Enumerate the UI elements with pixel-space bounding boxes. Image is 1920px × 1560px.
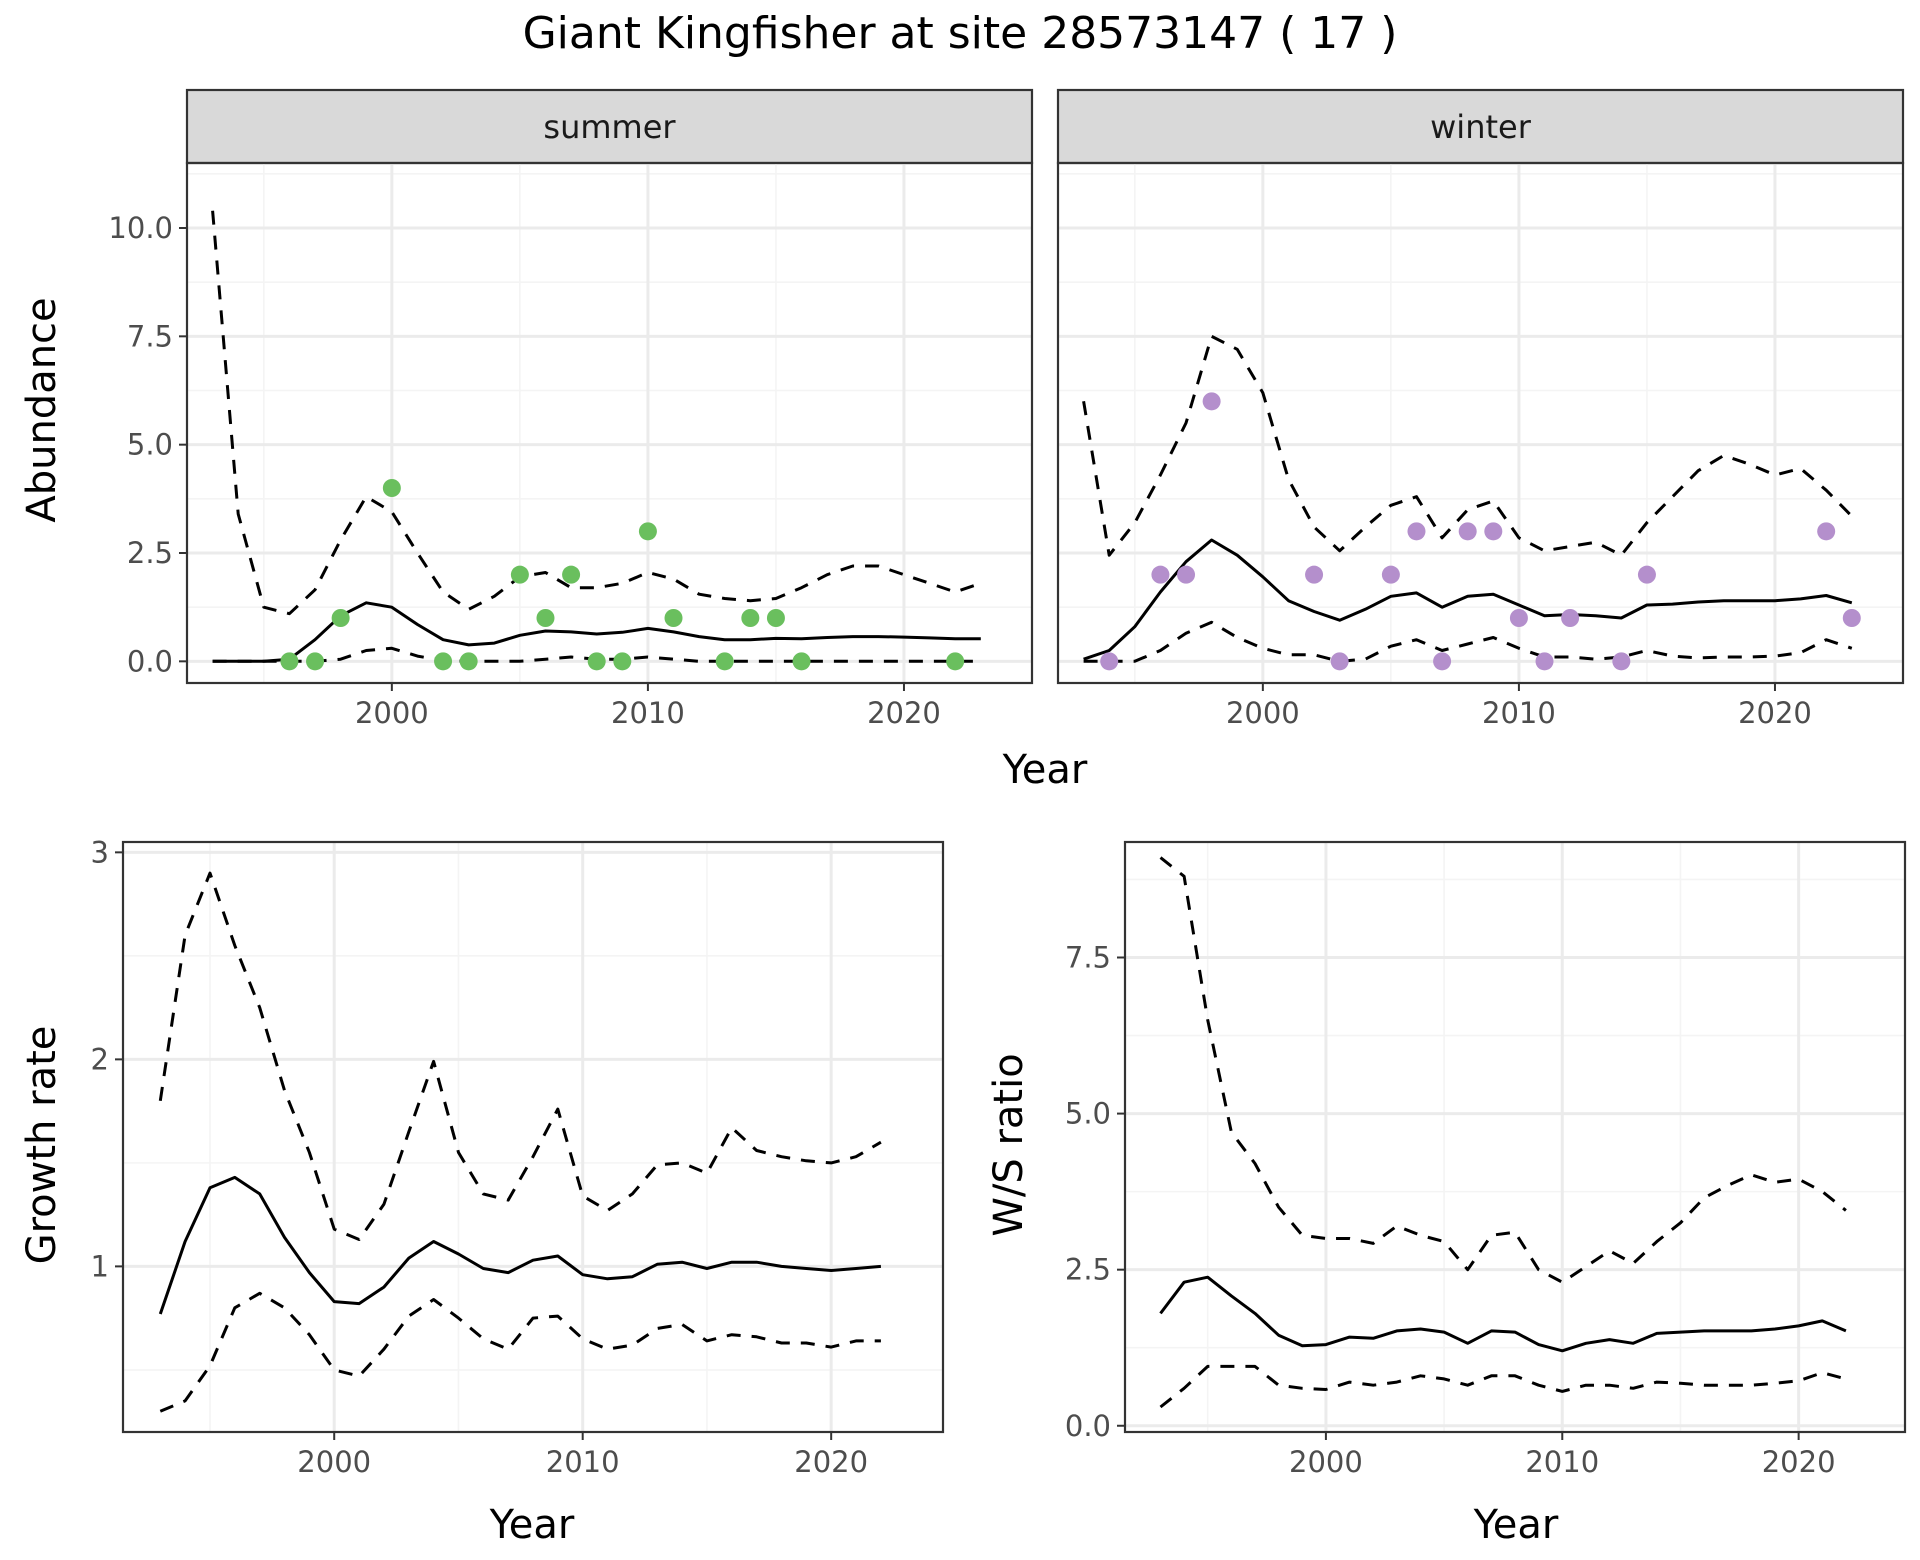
ws-upper-line bbox=[1159, 856, 1847, 1284]
strip-label-summer: summer bbox=[543, 108, 676, 146]
chart-title: Giant Kingfisher at site 28573147 ( 17 ) bbox=[523, 8, 1398, 59]
ws-y-tick-label: 5.0 bbox=[1065, 1097, 1111, 1131]
strip-winter bbox=[1056, 88, 1905, 165]
growth-panel-border bbox=[121, 840, 945, 1434]
abundance-summer-y-tick-label: 10.0 bbox=[108, 211, 173, 245]
ws-y-tick-label: 2.5 bbox=[1065, 1253, 1111, 1287]
abundance-facet-summer: summer 2000 2010 2020 bbox=[185, 88, 1034, 730]
abundance-winter-observed-point bbox=[1433, 652, 1452, 671]
x-axis-title-ws: Year bbox=[1473, 1502, 1559, 1548]
y-axis-title-ws: W/S ratio bbox=[986, 1053, 1032, 1236]
abundance-summer-observed-point bbox=[613, 652, 632, 671]
abundance-summer-x-tick-label: 2020 bbox=[867, 696, 941, 730]
abundance-summer-y-tick-label: 0.0 bbox=[127, 644, 173, 678]
abundance-winter-x-tick-label: 2000 bbox=[1226, 696, 1300, 730]
abundance-summer-observed-point bbox=[459, 652, 478, 671]
abundance-summer-panel-border bbox=[185, 161, 1034, 685]
abundance-winter-observed-point bbox=[1305, 565, 1324, 584]
abundance-winter-observed-point bbox=[1458, 522, 1477, 541]
abundance-summer-observed-point bbox=[536, 609, 555, 627]
abundance-winter-observed-point bbox=[1612, 652, 1631, 671]
ws-x-tick-label: 2010 bbox=[1525, 1445, 1599, 1479]
abundance-winter-x-tick-label: 2010 bbox=[1482, 696, 1556, 730]
panel-winter: 2000 2010 2020 bbox=[1056, 161, 1905, 730]
ws-y-tick-label: 7.5 bbox=[1065, 941, 1111, 975]
abundance-summer-upper-line bbox=[211, 210, 982, 616]
abundance-summer-observed-point bbox=[741, 609, 760, 627]
ws-lower-line bbox=[1159, 1364, 1847, 1409]
abundance-summer-observed-point bbox=[382, 479, 401, 497]
growth-upper-line bbox=[158, 871, 882, 1241]
abundance-summer-observed-point bbox=[715, 652, 734, 671]
abundance-facet-winter: winter 2000 2010 2020 bbox=[1056, 88, 1905, 730]
abundance-summer-y-tick-label: 7.5 bbox=[127, 319, 173, 353]
abundance-winter-observed-point bbox=[1151, 565, 1170, 584]
abundance-winter-observed-point bbox=[1535, 652, 1554, 671]
abundance-summer-observed-point bbox=[280, 652, 299, 671]
abundance-winter-observed-point bbox=[1202, 392, 1221, 411]
abundance-summer-observed-point bbox=[792, 652, 811, 671]
y-axis-abundance: 0.0 2.5 5.0 7.5 10.0 bbox=[108, 211, 187, 678]
panel-ws-ratio: 2000 2010 2020 0.0 2.5 5.0 7.5 bbox=[1065, 840, 1907, 1479]
growth-x-tick-label: 2010 bbox=[546, 1445, 620, 1479]
abundance-winter-observed-point bbox=[1561, 609, 1580, 627]
abundance-summer-x-tick-label: 2010 bbox=[611, 696, 685, 730]
abundance-summer-observed-point bbox=[562, 565, 581, 584]
abundance-summer-observed-point bbox=[638, 522, 657, 541]
strip-summer bbox=[185, 88, 1034, 165]
abundance-summer-y-tick-label: 2.5 bbox=[127, 536, 173, 570]
abundance-winter-observed-point bbox=[1484, 522, 1503, 541]
y-axis-title-abundance: Abundance bbox=[19, 297, 65, 522]
abundance-winter-panel-border bbox=[1056, 161, 1905, 685]
abundance-summer-observed-point bbox=[946, 652, 965, 671]
abundance-winter-observed-point bbox=[1509, 609, 1528, 627]
abundance-winter-x-tick-label: 2020 bbox=[1738, 696, 1812, 730]
growth-y-tick-label: 1 bbox=[91, 1249, 109, 1283]
x-axis-title-abundance: Year bbox=[1002, 747, 1088, 793]
abundance-winter-observed-point bbox=[1842, 609, 1861, 627]
abundance-winter-observed-point bbox=[1637, 565, 1656, 584]
abundance-winter-observed-point bbox=[1100, 652, 1119, 671]
abundance-winter-observed-point bbox=[1330, 652, 1349, 671]
abundance-summer-observed-point bbox=[510, 565, 529, 584]
ws-x-tick-label: 2020 bbox=[1762, 1445, 1836, 1479]
ws-panel-border bbox=[1123, 840, 1907, 1434]
abundance-winter-lower-line bbox=[1083, 620, 1853, 663]
abundance-summer-observed-point bbox=[331, 609, 350, 627]
abundance-winter-mean-line bbox=[1083, 538, 1853, 661]
ws-mean-line bbox=[1159, 1275, 1847, 1353]
panel-growth-rate: 2000 2010 2020 1 2 3 bbox=[91, 835, 945, 1479]
abundance-winter-observed-point bbox=[1177, 565, 1196, 584]
ws-x-tick-label: 2000 bbox=[1289, 1445, 1363, 1479]
abundance-winter-observed-point bbox=[1381, 565, 1400, 584]
ws-y-tick-label: 0.0 bbox=[1065, 1409, 1111, 1443]
x-axis-title-growth: Year bbox=[489, 1502, 575, 1548]
abundance-summer-observed-point bbox=[587, 652, 606, 671]
growth-y-tick-label: 3 bbox=[91, 835, 109, 869]
growth-x-tick-label: 2000 bbox=[297, 1445, 371, 1479]
growth-x-tick-label: 2020 bbox=[794, 1445, 868, 1479]
abundance-winter-observed-point bbox=[1817, 522, 1836, 541]
abundance-summer-observed-point bbox=[306, 652, 325, 671]
growth-mean-line bbox=[158, 1175, 882, 1315]
abundance-summer-observed-point bbox=[766, 609, 785, 627]
abundance-summer-x-tick-label: 2000 bbox=[355, 696, 429, 730]
y-axis-title-growth: Growth rate bbox=[19, 1026, 65, 1265]
abundance-summer-observed-point bbox=[664, 609, 683, 627]
abundance-summer-observed-point bbox=[434, 652, 453, 671]
abundance-winter-observed-point bbox=[1407, 522, 1426, 541]
growth-y-tick-label: 2 bbox=[91, 1042, 109, 1076]
panel-summer: 2000 2010 2020 bbox=[185, 161, 1034, 730]
growth-lower-line bbox=[159, 1291, 881, 1413]
abundance-summer-y-tick-label: 5.0 bbox=[127, 428, 173, 462]
strip-label-winter: winter bbox=[1430, 108, 1532, 146]
